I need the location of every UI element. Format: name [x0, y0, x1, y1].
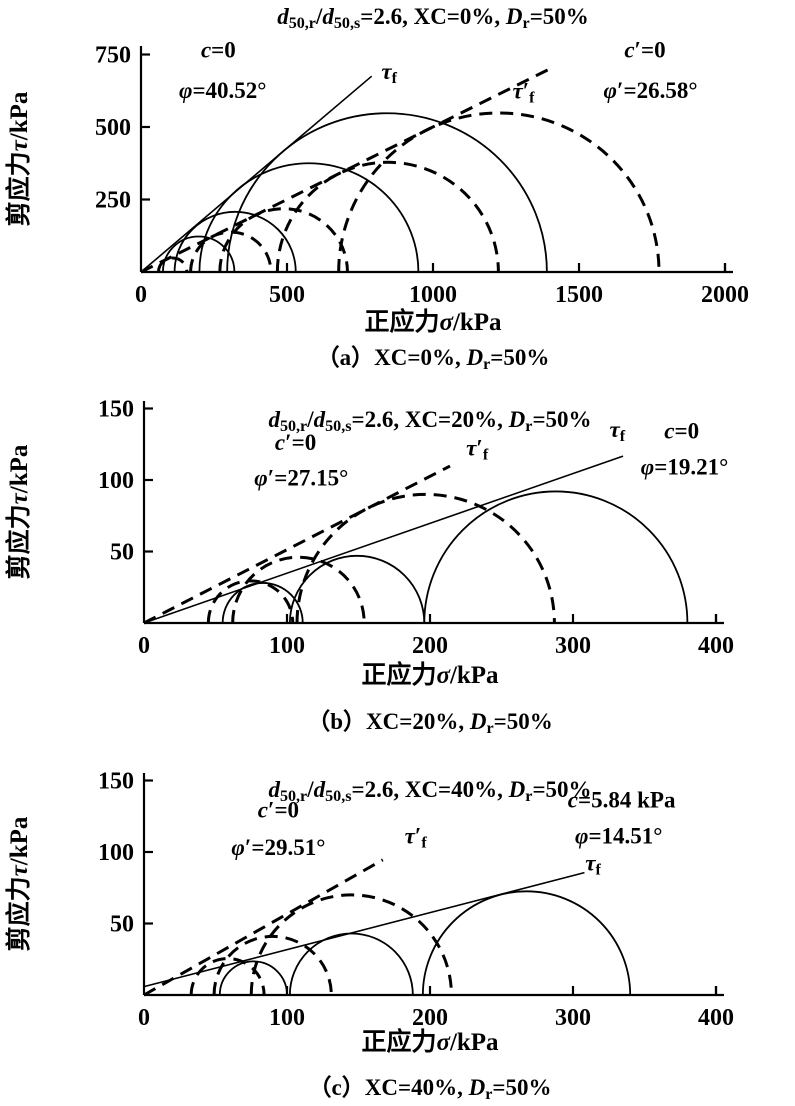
svg-text:1000: 1000: [409, 282, 457, 308]
svg-text:500: 500: [269, 282, 305, 308]
svg-text:τf: τf: [585, 851, 601, 879]
svg-text:τ′f: τ′f: [512, 79, 535, 107]
svg-text:φ=40.52°: φ=40.52°: [179, 78, 267, 103]
mohr-chart-panel-b: d50,r/d50,s=2.6, XC=20%, Dr=50% 0 100 200 30…: [4, 397, 734, 737]
svg-text:500: 500: [95, 115, 131, 141]
svg-text:τ′f: τ′f: [405, 823, 428, 851]
svg-text:φ=14.51°: φ=14.51°: [575, 823, 663, 848]
svg-text:50: 50: [110, 540, 134, 566]
svg-text:τf: τf: [381, 59, 397, 87]
svg-text:1500: 1500: [555, 282, 603, 308]
svg-text:c=5.84 kPa: c=5.84 kPa: [568, 788, 676, 813]
svg-text:正应力σ/kPa: 正应力σ/kPa: [361, 1027, 499, 1056]
svg-text:d50,r/d50,s=2.6, XC=20%, Dr=50: d50,r/d50,s=2.6, XC=20%, Dr=50%: [268, 407, 591, 435]
svg-text:100: 100: [269, 633, 305, 659]
svg-text:φ=19.21°: φ=19.21°: [641, 454, 729, 479]
svg-text:150: 150: [98, 769, 134, 795]
svg-text:c′=0: c′=0: [624, 37, 665, 62]
svg-text:τf: τf: [610, 417, 626, 445]
svg-text:c′=0: c′=0: [258, 798, 299, 823]
svg-text:τ′f: τ′f: [466, 436, 489, 464]
svg-text:φ′=29.51°: φ′=29.51°: [231, 835, 325, 860]
mohr-chart-panel-a: d50,r/d50,s=2.6, XC=0%, Dr=50% 0 500 1000 15…: [4, 4, 749, 373]
mohr-chart-panel-c: d50,r/d50,s=2.6, XC=40%, Dr=50% 0 100 200 30…: [4, 769, 734, 1103]
svg-text:400: 400: [698, 633, 734, 659]
svg-text:（b）XC=20%, Dr=50%: （b）XC=20%, Dr=50%: [307, 708, 553, 737]
svg-text:100: 100: [98, 468, 134, 494]
svg-text:正应力σ/kPa: 正应力σ/kPa: [361, 660, 499, 689]
svg-text:100: 100: [98, 840, 134, 866]
svg-text:2000: 2000: [701, 282, 749, 308]
svg-text:φ′=27.15°: φ′=27.15°: [254, 466, 348, 491]
svg-text:250: 250: [95, 188, 131, 214]
svg-text:0: 0: [135, 282, 147, 308]
svg-text:0: 0: [138, 1005, 150, 1031]
svg-text:0: 0: [138, 633, 150, 659]
svg-text:50: 50: [110, 912, 134, 938]
svg-text:d50,r/d50,s=2.6, XC=40%, Dr=50: d50,r/d50,s=2.6, XC=40%, Dr=50%: [268, 777, 591, 805]
svg-text:c=0: c=0: [201, 37, 236, 62]
svg-text:200: 200: [412, 633, 448, 659]
svg-text:φ′=26.58°: φ′=26.58°: [604, 78, 698, 103]
svg-text:（a）XC=0%, Dr=50%: （a）XC=0%, Dr=50%: [317, 344, 550, 373]
svg-text:750: 750: [95, 43, 131, 69]
svg-text:剪应力τ/kPa: 剪应力τ/kPa: [4, 444, 33, 579]
svg-text:200: 200: [412, 1005, 448, 1031]
svg-text:300: 300: [555, 633, 591, 659]
svg-text:150: 150: [98, 397, 134, 423]
svg-text:正应力σ/kPa: 正应力σ/kPa: [364, 307, 502, 336]
svg-text:c′=0: c′=0: [275, 430, 316, 455]
svg-text:100: 100: [269, 1005, 305, 1031]
svg-text:剪应力τ/kPa: 剪应力τ/kPa: [4, 816, 33, 951]
svg-text:400: 400: [698, 1005, 734, 1031]
svg-text:c=0: c=0: [664, 419, 699, 444]
svg-text:剪应力τ/kPa: 剪应力τ/kPa: [4, 91, 33, 226]
svg-text:（c）XC=40%, Dr=50%: （c）XC=40%, Dr=50%: [309, 1074, 552, 1103]
svg-text:300: 300: [555, 1005, 591, 1031]
svg-text:d50,r/d50,s=2.6, XC=0%, Dr=50%: d50,r/d50,s=2.6, XC=0%, Dr=50%: [277, 4, 589, 32]
